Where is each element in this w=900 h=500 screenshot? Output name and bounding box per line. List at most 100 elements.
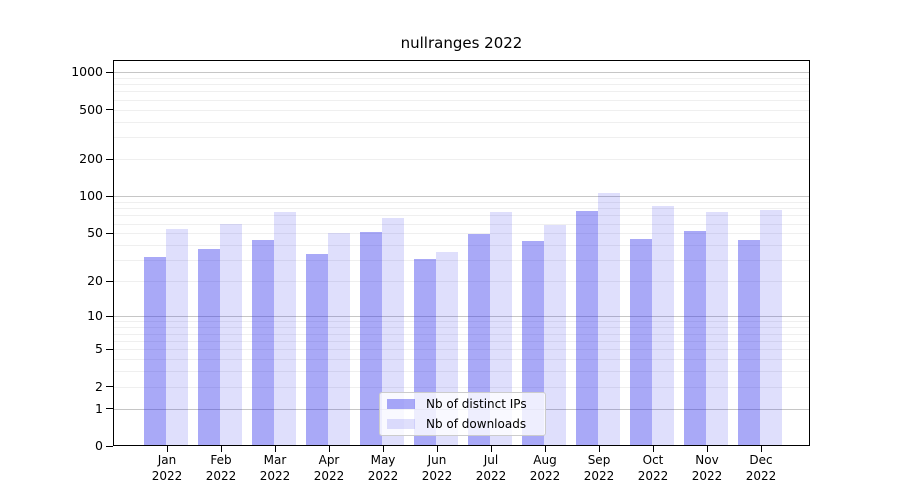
x-tick-label-feb: Feb 2022	[193, 452, 249, 484]
x-tick-label-nov-month: Nov	[695, 453, 719, 467]
gridline-minor-4	[114, 358, 809, 360]
bar-downloads-sep	[598, 193, 620, 446]
gridline-minor-50	[114, 233, 809, 235]
bar-distinct-ips-may	[360, 232, 382, 446]
bar-distinct-ips-dec	[738, 240, 760, 446]
gridline-major-1000	[114, 72, 809, 74]
x-tick-label-may-month: May	[370, 453, 396, 467]
bar-downloads-nov	[706, 211, 728, 446]
bar-downloads-dec	[760, 209, 782, 446]
x-tick-label-dec: Dec 2022	[733, 452, 789, 484]
bar-downloads-oct	[652, 206, 674, 446]
x-tick-label-aug-month: Aug	[533, 453, 557, 467]
x-tick-label-nov: Nov 2022	[679, 452, 735, 484]
y-tick-label-1000: 1000	[71, 64, 103, 80]
y-tick-5	[106, 348, 113, 350]
gridline-minor-700	[114, 91, 809, 93]
bar-downloads-jul	[490, 212, 512, 446]
gridline-minor-400	[114, 121, 809, 123]
y-tick-label-500: 500	[79, 101, 103, 117]
gridline-minor-300	[114, 137, 809, 139]
gridline-minor-20	[114, 281, 809, 283]
x-tick-label-apr: Apr 2022	[301, 452, 357, 484]
bar-distinct-ips-sep	[576, 210, 598, 446]
bar-downloads-mar	[274, 211, 296, 446]
x-tick-label-mar: Mar 2022	[247, 452, 303, 484]
gridline-minor-30	[114, 260, 809, 262]
y-tick-label-50: 50	[87, 225, 103, 241]
y-tick-2	[106, 386, 113, 388]
gridline-minor-80	[114, 208, 809, 210]
legend-label-distinct-ips: Nb of distinct IPs	[426, 397, 527, 411]
gridline-minor-8	[114, 327, 809, 329]
x-tick-label-jun-month: Jun	[427, 453, 447, 467]
y-tick-0	[106, 445, 113, 447]
y-tick-1000	[106, 71, 113, 73]
bar-downloads-may	[382, 217, 404, 446]
x-tick-label-oct: Oct 2022	[625, 452, 681, 484]
x-tick-oct	[652, 446, 654, 452]
gridline-minor-800	[114, 84, 809, 86]
x-tick-label-aug: Aug 2022	[517, 452, 573, 484]
y-tick-20	[106, 280, 113, 283]
bar-downloads-feb	[220, 224, 242, 446]
y-tick-100	[106, 195, 113, 198]
x-tick-apr	[328, 446, 330, 452]
bar-downloads-aug	[544, 225, 566, 446]
x-tick-label-oct-month: Oct	[642, 453, 664, 467]
x-tick-label-may-year: 2022	[367, 469, 399, 483]
x-tick-label-apr-year: 2022	[313, 469, 345, 483]
y-tick-label-100: 100	[79, 188, 103, 204]
bar-distinct-ips-feb	[198, 249, 220, 446]
x-tick-label-jan-year: 2022	[151, 469, 183, 483]
y-tick-1	[106, 408, 113, 410]
x-tick-label-aug-year: 2022	[529, 469, 561, 483]
gridline-minor-500	[114, 109, 809, 111]
y-tick-200	[106, 158, 113, 160]
gridline-minor-7	[114, 333, 809, 335]
x-tick-jul	[490, 446, 492, 452]
x-tick-feb	[220, 446, 222, 452]
gridline-major-100	[114, 196, 809, 198]
y-tick-500	[106, 109, 113, 111]
y-tick-label-1: 1	[95, 400, 103, 416]
x-tick-label-dec-month: Dec	[749, 453, 773, 467]
legend-swatch-distinct-ips-icon	[387, 399, 415, 409]
gridline-major-10	[114, 316, 809, 318]
x-tick-label-jul-month: Jul	[483, 453, 499, 467]
y-tick-label-20: 20	[87, 273, 103, 289]
x-tick-sep	[598, 446, 600, 452]
x-tick-label-dec-year: 2022	[745, 469, 777, 483]
x-tick-aug	[544, 446, 546, 452]
gridline-minor-90	[114, 201, 809, 203]
y-tick-label-0: 0	[95, 438, 103, 453]
x-tick-jun	[436, 446, 438, 452]
x-tick-label-may: May 2022	[355, 452, 411, 484]
legend-swatch-downloads-icon	[387, 419, 415, 429]
legend-item-distinct-ips: Nb of distinct IPs	[387, 394, 545, 414]
legend: Nb of distinct IPs Nb of downloads	[379, 392, 546, 436]
gridline-minor-9	[114, 321, 809, 323]
chart-title: nullranges 2022	[400, 34, 523, 52]
x-tick-label-sep: Sep 2022	[571, 452, 627, 484]
x-tick-label-nov-year: 2022	[691, 469, 723, 483]
legend-label-downloads: Nb of downloads	[426, 417, 527, 431]
x-tick-label-jul: Jul 2022	[463, 452, 519, 484]
x-tick-label-jan-month: Jan	[157, 453, 177, 467]
bar-distinct-ips-nov	[684, 231, 706, 446]
gridline-minor-6	[114, 340, 809, 342]
gridline-minor-40	[114, 245, 809, 246]
x-tick-label-jun-year: 2022	[421, 469, 453, 483]
legend-item-downloads: Nb of downloads	[387, 414, 545, 434]
y-tick-10	[106, 315, 113, 317]
bar-distinct-ips-mar	[252, 240, 274, 446]
bar-distinct-ips-jan	[144, 256, 166, 446]
x-tick-label-apr-month: Apr	[318, 453, 340, 467]
gridline-minor-60	[114, 223, 809, 225]
y-tick-label-10: 10	[87, 308, 103, 324]
gridline-minor-3	[114, 371, 809, 372]
x-tick-mar	[274, 446, 276, 452]
x-tick-label-jul-year: 2022	[475, 469, 507, 483]
x-tick-label-sep-year: 2022	[583, 469, 615, 483]
